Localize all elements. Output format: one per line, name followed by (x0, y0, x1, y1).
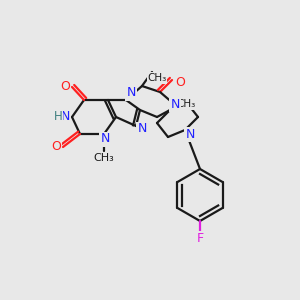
Text: O: O (175, 76, 185, 88)
Text: CH₃: CH₃ (147, 73, 167, 83)
Text: F: F (196, 232, 204, 244)
Text: N: N (60, 110, 70, 124)
Text: N: N (100, 133, 110, 146)
Text: N: N (137, 122, 147, 136)
Text: CH₃: CH₃ (94, 153, 114, 163)
Text: O: O (60, 80, 70, 94)
Text: N: N (126, 86, 136, 100)
Text: O: O (51, 140, 61, 154)
Text: N: N (185, 128, 195, 140)
Text: CH₃: CH₃ (176, 99, 196, 109)
Text: N: N (170, 98, 180, 110)
Text: H: H (54, 110, 62, 122)
